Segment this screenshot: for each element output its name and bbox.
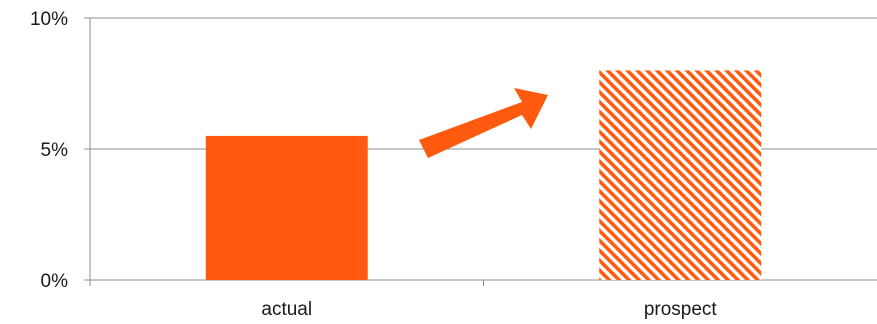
x-tick-label-prospect: prospect [644, 299, 718, 320]
y-tick-label: 10% [30, 9, 68, 30]
trend-arrow [419, 88, 548, 158]
bar-actual [205, 135, 368, 280]
bars [205, 70, 762, 281]
x-tick-label-actual: actual [261, 299, 312, 320]
y-tick-label: 5% [41, 140, 69, 161]
labels: 0% 5% 10% actual prospect [30, 9, 717, 320]
y-tick-label: 0% [41, 271, 69, 292]
bar-prospect [599, 70, 762, 281]
